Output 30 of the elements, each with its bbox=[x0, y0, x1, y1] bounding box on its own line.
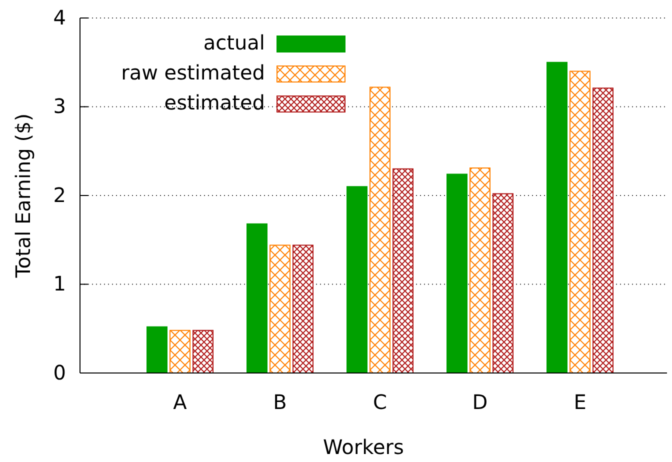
bar bbox=[546, 62, 568, 374]
x-tick-label: C bbox=[373, 390, 387, 414]
bar bbox=[192, 330, 214, 374]
legend-label: actual bbox=[203, 30, 265, 54]
x-tick-label: D bbox=[472, 390, 488, 414]
x-tick-label: E bbox=[574, 390, 586, 414]
bar bbox=[370, 86, 390, 374]
bar bbox=[170, 330, 190, 374]
bar bbox=[492, 193, 514, 374]
y-tick-label: 0 bbox=[53, 360, 66, 384]
legend-label: estimated bbox=[164, 90, 265, 114]
legend-label: raw estimated bbox=[121, 60, 265, 84]
bar bbox=[592, 88, 614, 374]
y-tick-label: 4 bbox=[53, 5, 66, 30]
x-tick-label: B bbox=[273, 390, 287, 414]
bar bbox=[346, 186, 368, 374]
bar bbox=[570, 70, 590, 374]
y-tick-label: 1 bbox=[53, 272, 66, 296]
bar bbox=[392, 168, 414, 374]
bar bbox=[146, 326, 168, 374]
x-axis-title: Workers bbox=[323, 435, 404, 459]
y-tick-label: 3 bbox=[53, 94, 66, 118]
bar bbox=[292, 244, 314, 374]
bar bbox=[470, 167, 490, 374]
bar bbox=[246, 223, 268, 374]
y-tick-label: 2 bbox=[53, 182, 66, 207]
y-axis-title: Total Earning ($) bbox=[11, 113, 35, 279]
x-tick-label: A bbox=[173, 390, 188, 414]
bar bbox=[446, 174, 468, 374]
bar bbox=[270, 244, 290, 374]
